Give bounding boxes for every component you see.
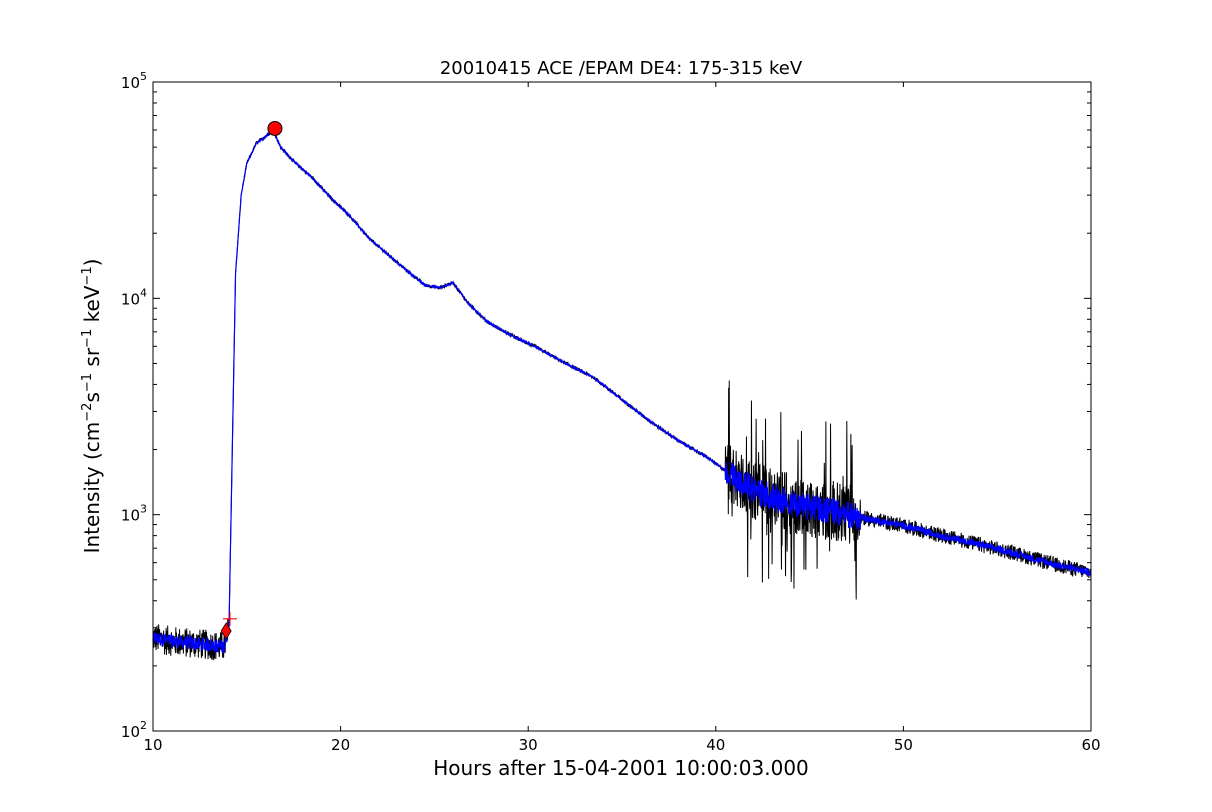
y-axis-label: Intensity (cm−2s−1 sr−1 keV−1) — [80, 259, 104, 554]
y-tick-label: 102 — [121, 719, 147, 741]
onset-plus-marker — [222, 611, 237, 626]
x-tick-label: 10 — [143, 736, 162, 754]
chart-title: 20010415 ACE /EPAM DE4: 175-315 keV — [440, 58, 803, 79]
y-tick-label: 103 — [121, 503, 147, 525]
x-tick-label: 30 — [519, 736, 538, 754]
onset-diamond-marker — [220, 622, 232, 640]
x-axis-label: Hours after 15-04-2001 10:00:03.000 — [433, 756, 809, 780]
plot-area: 10 20 30 40 50 60 102 103 104 105 — [121, 70, 1101, 754]
y-tick-label: 104 — [121, 286, 147, 308]
plot-frame — [152, 81, 1092, 732]
peak-circle-marker — [267, 120, 283, 136]
x-tick-label: 40 — [706, 736, 725, 754]
series-smoothed-line — [152, 127, 1092, 654]
y-tick-label: 105 — [121, 70, 147, 92]
x-tick-label: 60 — [1081, 736, 1100, 754]
x-tick-label: 50 — [894, 736, 913, 754]
x-tick-label: 20 — [331, 736, 350, 754]
